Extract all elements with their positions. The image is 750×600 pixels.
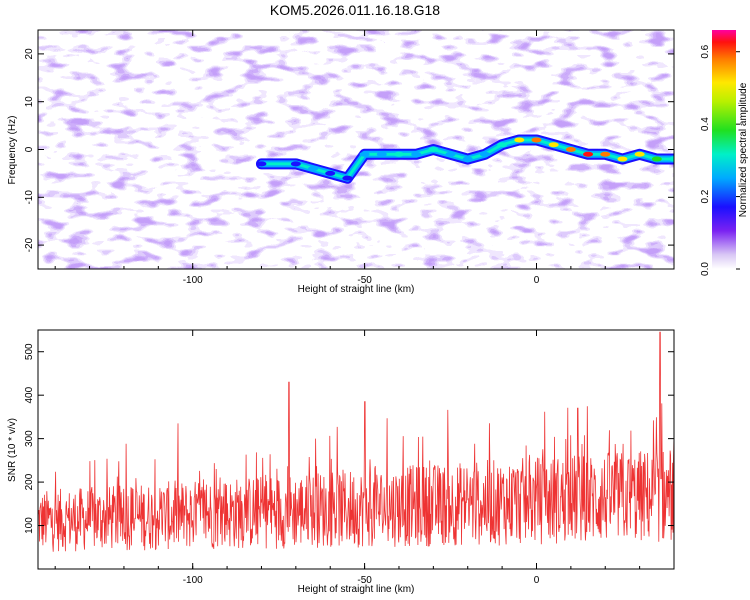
snr-y-tick-label: 500 (24, 343, 35, 360)
spectrogram-x-label: Height of straight line (km) (298, 284, 415, 295)
ridge-point (308, 166, 319, 172)
snr-series-line (38, 331, 674, 552)
colorbar-tick-label: 0.2 (700, 189, 711, 203)
snr-y-tick-label: 200 (24, 473, 35, 490)
colorbar-tick-label: 0.0 (700, 262, 711, 276)
ridge-point (548, 142, 559, 148)
ridge-point (256, 161, 267, 167)
spectrogram-x-tick-label: 0 (534, 275, 540, 286)
colorbar: 0.0 0.2 0.4 0.6 Normalized spectral amplitu… (700, 30, 749, 276)
ridge-point (651, 156, 662, 162)
ridge-point (634, 151, 645, 157)
spectrogram-y-label: Frequency (Hz) (7, 116, 18, 185)
ridge-point (565, 147, 576, 152)
ridge-point (531, 137, 542, 143)
spectrogram-y-tick-label: 10 (24, 96, 35, 108)
spectrogram-x-tick-label: -50 (357, 275, 372, 286)
ridge-point (479, 151, 490, 157)
colorbar-tick-label: 0.6 (700, 44, 711, 58)
snr-x-tick-label: 0 (534, 575, 540, 586)
ridge-point (497, 142, 508, 148)
spectrogram-y-tick-label: -20 (24, 237, 35, 252)
snr-x-label: Height of straight line (km) (298, 584, 415, 595)
snr-frame (37, 329, 675, 570)
colorbar-label: Normalized spectral amplitude (738, 82, 749, 217)
snr-panel: -100 -50 0 100 200 300 400 500 Height of straig… (7, 329, 675, 595)
ridge-point (445, 151, 456, 157)
ridge-point (359, 151, 370, 157)
ridge-point (290, 161, 301, 167)
spectrogram-y-tick-label: -10 (24, 190, 35, 205)
colorbar-gradient (712, 30, 736, 269)
ridge-point (669, 156, 674, 162)
ridge-point (514, 137, 525, 143)
snr-y-tick-label: 100 (24, 517, 35, 534)
ridge-point (376, 151, 387, 157)
colorbar-tick-label: 0.4 (700, 117, 711, 131)
ridge-point (393, 151, 404, 157)
ridge-point (600, 151, 611, 157)
snr-x-tick-label: -100 (183, 575, 203, 586)
spectrogram-x-tick-label: -100 (183, 275, 203, 286)
ridge-point (411, 151, 422, 157)
ridge-point (462, 156, 473, 162)
spectrogram-y-tick-label: 0 (24, 146, 35, 152)
ridge-point (583, 151, 594, 157)
spectrogram-y-tick-label: 20 (24, 48, 35, 60)
ridge-point (428, 147, 439, 152)
snr-x-tick-label: -50 (357, 575, 372, 586)
snr-y-tick-label: 400 (24, 386, 35, 403)
snr-y-label: SNR (10 * v/v) (7, 418, 18, 482)
ridge-point (617, 156, 628, 162)
ridge-point (325, 170, 336, 176)
figure-title: KOM5.2026.011.16.18.G18 (270, 2, 440, 18)
ridge-point (342, 175, 353, 181)
snr-y-tick-label: 300 (24, 430, 35, 447)
